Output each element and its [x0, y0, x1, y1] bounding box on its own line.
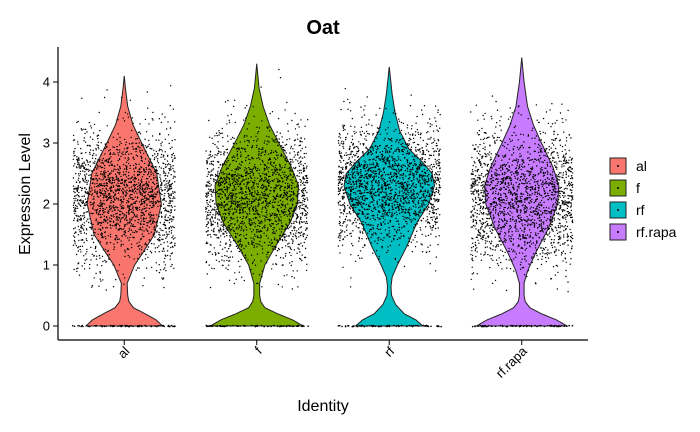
points-rf [337, 88, 442, 328]
legend-key-dot [617, 165, 619, 167]
y-tick-label: 1 [43, 258, 50, 273]
legend-key-dot [617, 231, 619, 233]
plot-area: al f rf rf.rapa 0 1 2 3 4 [43, 47, 588, 381]
legend: al f rf rf.rapa [609, 157, 677, 241]
x-tick-label: al [115, 343, 133, 361]
x-tick-label: f [252, 343, 265, 356]
points-rf.rapa [470, 95, 574, 328]
legend-label-f: f [636, 180, 640, 196]
legend-key-dot [617, 209, 619, 211]
points-f [205, 68, 309, 328]
x-axis-title: Identity [297, 398, 349, 415]
legend-label-al: al [636, 158, 647, 174]
y-tick-label: 4 [43, 75, 50, 90]
y-tick-label: 2 [43, 197, 50, 212]
y-tick-label: 3 [43, 136, 50, 151]
x-tick-label: rf.rapa [493, 343, 531, 381]
chart-title: Oat [306, 17, 340, 39]
legend-key-dot [617, 187, 619, 189]
violin-rf.rapa [474, 57, 569, 327]
x-tick-label: rf [381, 343, 397, 359]
points-al [71, 85, 176, 328]
y-axis-title: Expression Level [17, 133, 34, 255]
violin-al [84, 75, 164, 327]
legend-label-rf: rf [636, 202, 645, 218]
legend-label-rf.rapa: rf.rapa [636, 224, 677, 240]
y-tick-label: 0 [43, 319, 50, 334]
